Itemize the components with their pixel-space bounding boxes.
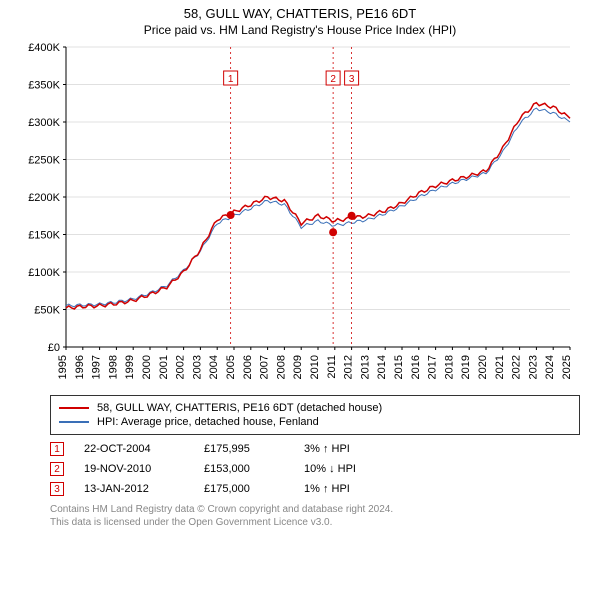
svg-text:2007: 2007 — [259, 355, 271, 379]
svg-text:£150K: £150K — [28, 230, 60, 242]
svg-text:£350K: £350K — [28, 80, 60, 92]
svg-text:1: 1 — [228, 74, 234, 85]
transaction-marker-1: 1 — [50, 442, 64, 456]
svg-text:2021: 2021 — [494, 355, 506, 379]
svg-text:£250K: £250K — [28, 155, 60, 167]
svg-text:2013: 2013 — [359, 355, 371, 379]
chart-title: 58, GULL WAY, CHATTERIS, PE16 6DT — [0, 6, 600, 21]
transaction-date: 22-OCT-2004 — [84, 443, 184, 455]
svg-text:£50K: £50K — [34, 305, 60, 317]
svg-text:2022: 2022 — [511, 355, 523, 379]
transaction-date: 13-JAN-2012 — [84, 483, 184, 495]
legend-swatch-hpi — [59, 421, 89, 423]
svg-text:£200K: £200K — [28, 192, 60, 204]
svg-text:2015: 2015 — [393, 355, 405, 379]
svg-text:2008: 2008 — [275, 355, 287, 379]
svg-text:1995: 1995 — [57, 355, 69, 379]
chart-subtitle: Price paid vs. HM Land Registry's House … — [0, 23, 600, 37]
svg-text:£100K: £100K — [28, 267, 60, 279]
svg-text:£0: £0 — [48, 342, 60, 354]
table-row: 1 22-OCT-2004 £175,995 3% ↑ HPI — [50, 439, 580, 459]
svg-text:2025: 2025 — [561, 355, 573, 379]
transaction-pct: 1% ↑ HPI — [304, 483, 414, 495]
svg-text:2018: 2018 — [443, 355, 455, 379]
table-row: 3 13-JAN-2012 £175,000 1% ↑ HPI — [50, 479, 580, 499]
transaction-marker-2: 2 — [50, 462, 64, 476]
transaction-date: 19-NOV-2010 — [84, 463, 184, 475]
legend-label: 58, GULL WAY, CHATTERIS, PE16 6DT (detac… — [97, 402, 382, 414]
legend: 58, GULL WAY, CHATTERIS, PE16 6DT (detac… — [50, 395, 580, 435]
svg-text:2009: 2009 — [292, 355, 304, 379]
svg-text:2020: 2020 — [477, 355, 489, 379]
chart-area: £0 £50K £100K £150K £200K £250K £300K £350K £400… — [20, 41, 580, 389]
table-row: 2 19-NOV-2010 £153,000 10% ↓ HPI — [50, 459, 580, 479]
svg-text:2002: 2002 — [175, 355, 187, 379]
attribution-line: Contains HM Land Registry data © Crown c… — [50, 503, 580, 516]
svg-text:2024: 2024 — [544, 355, 556, 379]
legend-swatch-property — [59, 407, 89, 409]
svg-text:2019: 2019 — [460, 355, 472, 379]
svg-text:£300K: £300K — [28, 117, 60, 129]
svg-text:2003: 2003 — [191, 355, 203, 379]
svg-text:1999: 1999 — [124, 355, 136, 379]
legend-row: 58, GULL WAY, CHATTERIS, PE16 6DT (detac… — [59, 402, 571, 414]
legend-label: HPI: Average price, detached house, Fenl… — [97, 416, 319, 428]
svg-text:2000: 2000 — [141, 355, 153, 379]
svg-text:2005: 2005 — [225, 355, 237, 379]
svg-text:1998: 1998 — [107, 355, 119, 379]
svg-text:1996: 1996 — [74, 355, 86, 379]
svg-text:2006: 2006 — [242, 355, 254, 379]
svg-text:2014: 2014 — [376, 355, 388, 379]
transaction-price: £175,995 — [204, 443, 284, 455]
svg-text:2017: 2017 — [427, 355, 439, 379]
transaction-table: 1 22-OCT-2004 £175,995 3% ↑ HPI 2 19-NOV… — [50, 439, 580, 499]
svg-text:2001: 2001 — [158, 355, 170, 379]
svg-text:2010: 2010 — [309, 355, 321, 379]
svg-text:3: 3 — [349, 74, 355, 85]
svg-text:2004: 2004 — [208, 355, 220, 379]
svg-text:2023: 2023 — [527, 355, 539, 379]
svg-text:1997: 1997 — [91, 355, 103, 379]
attribution: Contains HM Land Registry data © Crown c… — [50, 503, 580, 529]
svg-text:2012: 2012 — [343, 355, 355, 379]
transaction-pct: 3% ↑ HPI — [304, 443, 414, 455]
legend-row: HPI: Average price, detached house, Fenl… — [59, 416, 571, 428]
transaction-marker-3: 3 — [50, 482, 64, 496]
svg-text:£400K: £400K — [28, 42, 60, 54]
transaction-price: £175,000 — [204, 483, 284, 495]
attribution-line: This data is licensed under the Open Gov… — [50, 516, 580, 529]
line-chart-svg: £0 £50K £100K £150K £200K £250K £300K £350K £400… — [20, 41, 580, 389]
transaction-pct: 10% ↓ HPI — [304, 463, 414, 475]
svg-text:2: 2 — [330, 74, 336, 85]
svg-text:2016: 2016 — [410, 355, 422, 379]
transaction-price: £153,000 — [204, 463, 284, 475]
svg-text:2011: 2011 — [326, 355, 338, 379]
